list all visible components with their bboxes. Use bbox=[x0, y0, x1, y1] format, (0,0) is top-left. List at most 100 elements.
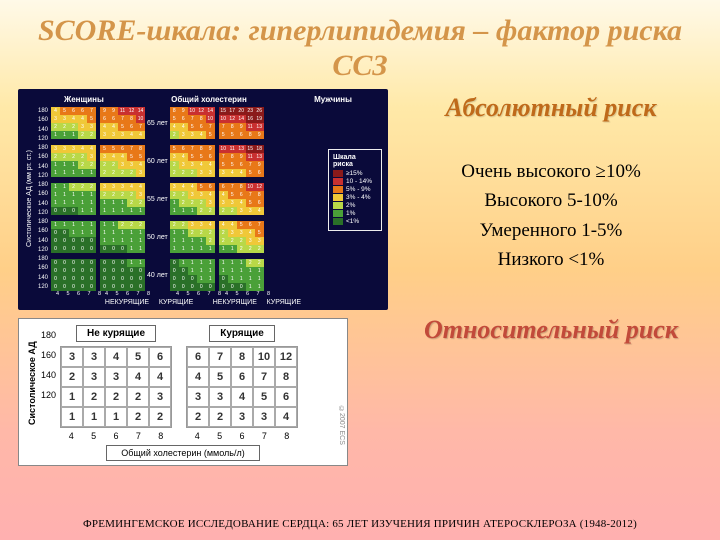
risk-cell: 1 bbox=[170, 245, 179, 253]
risk-cell: 3 bbox=[255, 237, 264, 245]
risk-cell: 0 bbox=[69, 207, 78, 215]
risk-cell: 13 bbox=[255, 123, 264, 131]
risk-cell: 0 bbox=[179, 267, 188, 275]
risk-cell: 10 bbox=[136, 115, 145, 123]
risk-cell: 4 bbox=[136, 161, 145, 169]
risk-cell: 20 bbox=[237, 107, 246, 115]
relative-cell: 1 bbox=[61, 407, 83, 427]
risk-cell: 4 bbox=[237, 169, 246, 177]
risk-cell: 0 bbox=[118, 275, 127, 283]
risk-cell: 3 bbox=[78, 123, 87, 131]
risk-cell: 4 bbox=[179, 123, 188, 131]
risk-cell: 4 bbox=[127, 131, 136, 139]
relative-chart: Систолическое АД 180160140120 Не курящие… bbox=[18, 318, 348, 466]
risk-cell: 2 bbox=[246, 245, 255, 253]
risk-cell: 2 bbox=[188, 169, 197, 177]
risk-cell: 1 bbox=[179, 245, 188, 253]
risk-cell: 0 bbox=[60, 245, 69, 253]
relative-cell: 2 bbox=[105, 387, 127, 407]
risk-cell: 0 bbox=[197, 283, 206, 291]
risk-cell: 1 bbox=[188, 237, 197, 245]
risk-cell: 4 bbox=[188, 183, 197, 191]
risk-cell: 1 bbox=[179, 259, 188, 267]
risk-cell: 1 bbox=[118, 229, 127, 237]
risk-cell: 5 bbox=[87, 115, 96, 123]
risk-cell: 4 bbox=[109, 153, 118, 161]
risk-cell: 2 bbox=[127, 191, 136, 199]
risk-cell: 0 bbox=[206, 283, 215, 291]
risk-cell: 2 bbox=[179, 221, 188, 229]
risk-cell: 0 bbox=[100, 275, 109, 283]
relative-cell: 2 bbox=[149, 407, 171, 427]
risk-cell: 2 bbox=[237, 237, 246, 245]
relative-cell: 6 bbox=[231, 367, 253, 387]
relative-cell: 6 bbox=[149, 347, 171, 367]
risk-cell: 3 bbox=[246, 237, 255, 245]
age-label: 55 лет bbox=[147, 183, 168, 215]
risk-cell: 4 bbox=[237, 199, 246, 207]
risk-cell: 3 bbox=[246, 207, 255, 215]
risk-cell: 0 bbox=[51, 267, 60, 275]
risk-cell: 2 bbox=[179, 199, 188, 207]
risk-cell: 19 bbox=[255, 115, 264, 123]
risk-cell: 1 bbox=[60, 161, 69, 169]
risk-cell: 7 bbox=[219, 123, 228, 131]
risk-cell: 0 bbox=[60, 275, 69, 283]
relative-cell: 3 bbox=[149, 387, 171, 407]
risk-cell: 9 bbox=[206, 145, 215, 153]
risk-cell: 0 bbox=[51, 229, 60, 237]
risk-cell: 5 bbox=[197, 153, 206, 161]
risk-cell: 10 bbox=[219, 145, 228, 153]
risk-cell: 0 bbox=[188, 275, 197, 283]
risk-cell: 4 bbox=[170, 123, 179, 131]
risk-cell: 3 bbox=[87, 153, 96, 161]
risk-cell: 2 bbox=[197, 207, 206, 215]
relative-cell: 1 bbox=[61, 387, 83, 407]
risk-cell: 1 bbox=[219, 245, 228, 253]
risk-cell: 0 bbox=[188, 283, 197, 291]
risk-cell: 0 bbox=[109, 283, 118, 291]
risk-cell: 6 bbox=[206, 153, 215, 161]
relative-cell: 2 bbox=[209, 407, 231, 427]
risk-cell: 6 bbox=[127, 123, 136, 131]
risk-cell: 2 bbox=[136, 199, 145, 207]
risk-cell: 1 bbox=[118, 237, 127, 245]
risk-cell: 0 bbox=[136, 283, 145, 291]
risk-cell: 1 bbox=[219, 259, 228, 267]
risk-cell: 0 bbox=[60, 237, 69, 245]
risk-cell: 3 bbox=[109, 131, 118, 139]
risk-cell: 2 bbox=[179, 191, 188, 199]
risk-cell: 0 bbox=[78, 259, 87, 267]
relative-cell: 4 bbox=[187, 367, 209, 387]
risk-cell: 14 bbox=[206, 107, 215, 115]
risk-cell: 7 bbox=[206, 123, 215, 131]
relative-cell: 4 bbox=[149, 367, 171, 387]
risk-cell: 1 bbox=[206, 259, 215, 267]
risk-cell: 2 bbox=[255, 245, 264, 253]
heatmap-block: 891012145678104456723345 bbox=[170, 107, 215, 139]
risk-cell: 0 bbox=[69, 237, 78, 245]
risk-cell: 10 bbox=[246, 183, 255, 191]
risk-cell: 3 bbox=[118, 161, 127, 169]
chart1-smoke-s: КУРЯЩИЕ bbox=[159, 299, 193, 306]
risk-cell: 0 bbox=[60, 259, 69, 267]
risk-cell: 1 bbox=[109, 229, 118, 237]
relative-grid: 6781012456783345622334 bbox=[186, 346, 298, 428]
risk-cell: 1 bbox=[127, 245, 136, 253]
risk-high: Высокого 5-10% bbox=[400, 186, 702, 215]
risk-cell: 3 bbox=[206, 169, 215, 177]
risk-cell: 5 bbox=[246, 169, 255, 177]
risk-cell: 0 bbox=[60, 267, 69, 275]
risk-cell: 4 bbox=[179, 153, 188, 161]
risk-cell: 1 bbox=[69, 161, 78, 169]
risk-cell: 4 bbox=[246, 229, 255, 237]
risk-cell: 3 bbox=[228, 199, 237, 207]
risk-cell: 6 bbox=[179, 145, 188, 153]
risk-cell: 2 bbox=[69, 123, 78, 131]
risk-cell: 3 bbox=[188, 221, 197, 229]
risk-cell: 4 bbox=[197, 131, 206, 139]
risk-cell: 3 bbox=[136, 169, 145, 177]
risk-cell: 1 bbox=[136, 245, 145, 253]
risk-cell: 1 bbox=[60, 199, 69, 207]
legend-row: 2% bbox=[333, 202, 377, 209]
